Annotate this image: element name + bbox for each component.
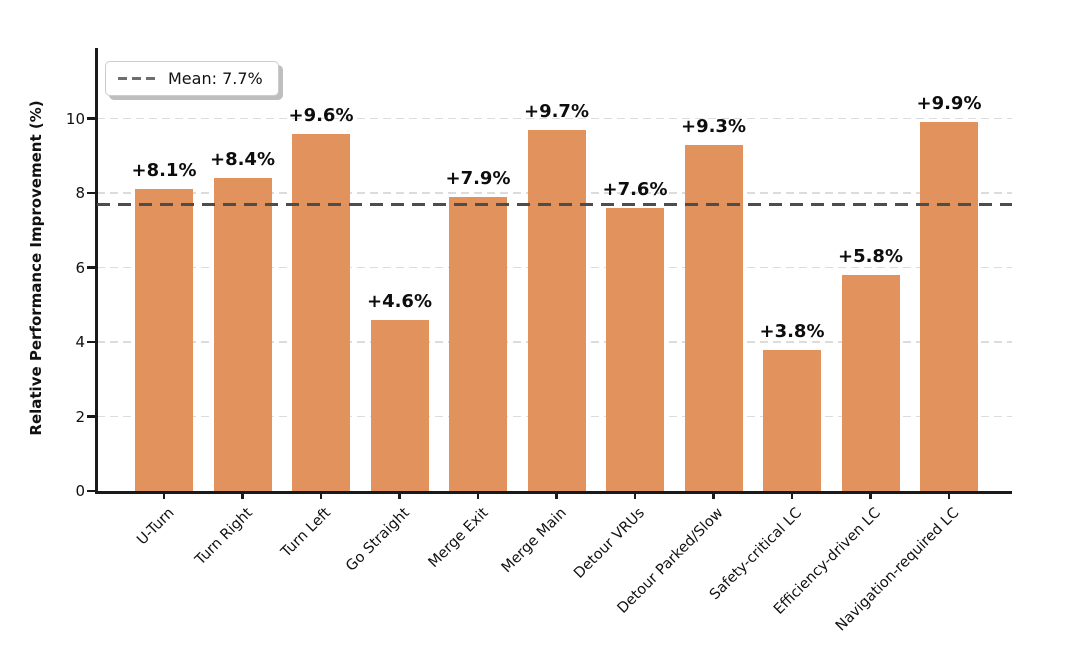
y-axis-label: Relative Performance Improvement (%) (27, 100, 45, 436)
x-tick-mark (633, 491, 637, 499)
x-tick-mark (869, 491, 872, 499)
mean-line-legend-swatch (118, 76, 156, 81)
x-tick-label: Go Straight (343, 505, 413, 575)
y-tick-label: 10 (65, 109, 85, 128)
legend-label: Mean: 7.7% (168, 69, 263, 88)
bar-value-label: +4.6% (366, 290, 433, 312)
legend: Mean: 7.7% (105, 61, 279, 96)
y-axis-spine (95, 48, 98, 492)
bar-value-label: +3.8% (759, 320, 825, 342)
bar (292, 133, 350, 491)
y-tick-label: 8 (75, 184, 85, 203)
gridline (97, 117, 1012, 120)
bar (135, 189, 193, 491)
x-axis-spine (95, 490, 1012, 494)
y-tick-mark (87, 191, 95, 195)
x-tick-mark (712, 491, 715, 499)
x-tick-mark (241, 491, 244, 499)
bar (527, 129, 586, 491)
bar-value-label: +9.9% (916, 93, 982, 115)
y-tick-mark (87, 415, 95, 418)
bar (449, 196, 507, 491)
x-tick-label: Turn Right (192, 505, 256, 569)
bar-value-label: +9.7% (523, 100, 590, 122)
x-tick-mark (947, 491, 951, 499)
bar-value-label: +9.6% (288, 104, 354, 126)
bar (763, 349, 821, 491)
mean-reference-line (97, 202, 1012, 207)
bar (606, 208, 664, 491)
bar (684, 144, 743, 491)
bar (370, 319, 429, 491)
bar-value-label: +9.3% (680, 115, 747, 137)
y-tick-mark (87, 489, 95, 493)
plot-area: +8.1% +8.4% +9.6% +4.6% +7.9% +9.7% +7.6% +9.3%… (66, 48, 1012, 634)
bar-value-label: +7.6% (602, 179, 668, 201)
bar (841, 275, 900, 491)
bar (213, 178, 272, 491)
x-tick-mark (790, 491, 794, 499)
x-tick-label: U-Turn (133, 505, 178, 549)
x-tick-label: Turn Left (278, 505, 335, 561)
x-tick-mark (319, 491, 323, 499)
bar-value-label: +7.9% (445, 167, 511, 189)
bar-value-label: +8.4% (209, 149, 276, 171)
x-tick-label: Merge Exit (425, 505, 492, 572)
x-tick-mark (476, 491, 480, 499)
y-tick-mark (87, 117, 95, 120)
y-tick-mark (87, 266, 95, 269)
y-tick-label: 4 (75, 333, 85, 352)
x-tick-mark (398, 491, 401, 499)
x-tick-label: Merge Main (498, 505, 570, 577)
y-tick-label: 6 (75, 258, 85, 277)
bar-value-label: +8.1% (131, 160, 197, 182)
bar-value-label: +5.8% (837, 246, 904, 268)
y-tick-mark (87, 340, 95, 344)
x-tick-mark (162, 491, 166, 499)
y-tick-label: 0 (75, 482, 85, 500)
x-tick-mark (555, 491, 558, 499)
y-tick-label: 2 (75, 407, 85, 426)
x-tick-label: Detour VRUs (571, 505, 649, 582)
bar (920, 122, 978, 491)
